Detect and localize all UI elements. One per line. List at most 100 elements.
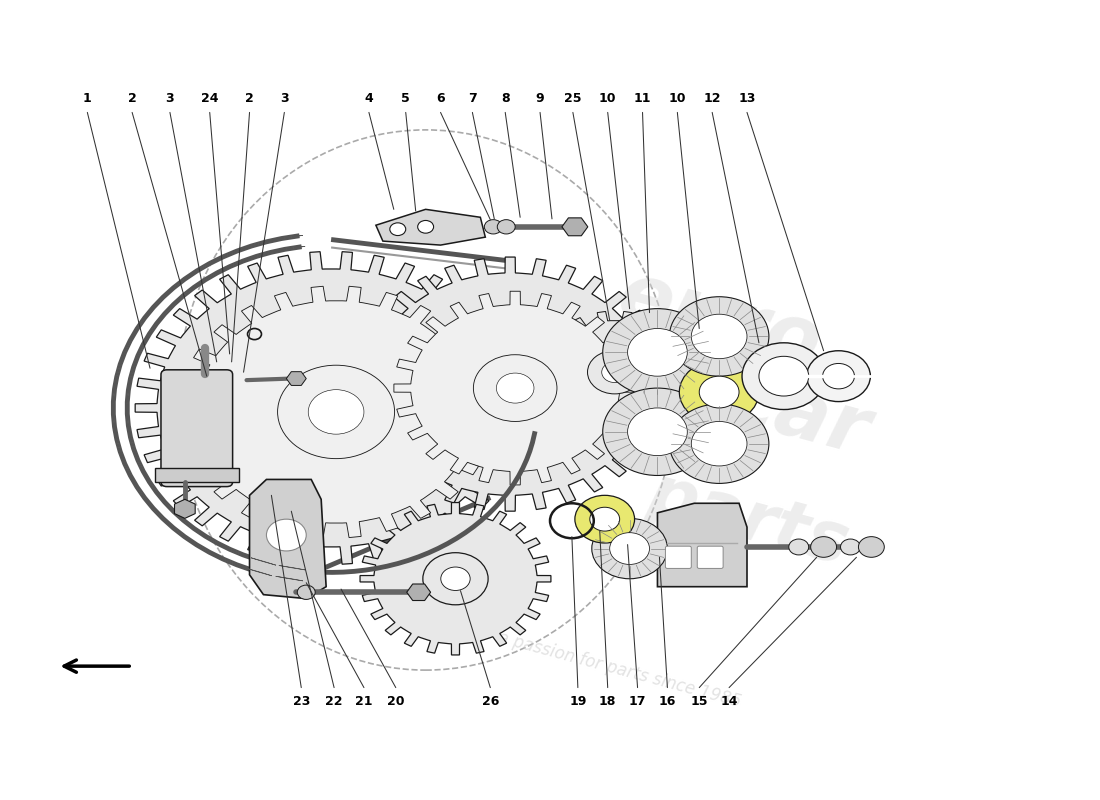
Polygon shape [351, 257, 669, 511]
Circle shape [297, 585, 316, 599]
Text: 24: 24 [201, 92, 219, 105]
Circle shape [308, 390, 364, 434]
Polygon shape [376, 210, 485, 245]
FancyBboxPatch shape [161, 370, 232, 486]
Circle shape [670, 404, 769, 483]
Text: euro: euro [609, 256, 829, 385]
Polygon shape [134, 482, 147, 502]
Circle shape [680, 360, 759, 424]
Circle shape [789, 539, 808, 555]
Circle shape [422, 553, 488, 605]
Circle shape [609, 533, 649, 565]
Circle shape [441, 567, 470, 590]
Circle shape [602, 362, 628, 382]
Circle shape [823, 363, 855, 389]
Polygon shape [136, 456, 145, 476]
Text: 7: 7 [468, 92, 476, 105]
Text: 2: 2 [128, 92, 136, 105]
Text: 15: 15 [691, 695, 708, 708]
Polygon shape [116, 360, 122, 381]
Circle shape [484, 220, 503, 234]
Circle shape [811, 537, 836, 558]
Circle shape [806, 350, 870, 402]
Polygon shape [538, 311, 691, 433]
Polygon shape [200, 270, 222, 282]
Circle shape [603, 309, 712, 396]
Polygon shape [150, 294, 167, 311]
Text: 10: 10 [669, 92, 686, 105]
Circle shape [700, 376, 739, 408]
Polygon shape [251, 558, 276, 565]
Circle shape [759, 356, 808, 396]
Polygon shape [130, 433, 135, 454]
Polygon shape [179, 517, 198, 532]
Polygon shape [150, 505, 166, 522]
Polygon shape [135, 252, 527, 564]
Circle shape [452, 338, 569, 431]
Polygon shape [122, 336, 133, 357]
Polygon shape [658, 503, 747, 586]
Circle shape [482, 362, 538, 406]
Circle shape [497, 220, 515, 234]
Polygon shape [251, 251, 276, 258]
Text: 2: 2 [245, 92, 254, 105]
Polygon shape [250, 479, 326, 598]
Text: 8: 8 [500, 92, 509, 105]
Polygon shape [155, 467, 239, 482]
Circle shape [496, 373, 534, 403]
Text: 13: 13 [738, 92, 756, 105]
Polygon shape [169, 525, 189, 540]
Circle shape [628, 408, 688, 456]
Circle shape [742, 342, 826, 410]
Circle shape [266, 519, 306, 551]
Polygon shape [161, 301, 177, 318]
Circle shape [840, 539, 860, 555]
Text: 20: 20 [387, 695, 405, 708]
Polygon shape [128, 409, 129, 430]
Text: parts: parts [641, 460, 857, 578]
Text: 17: 17 [629, 695, 647, 708]
Text: 21: 21 [355, 695, 373, 708]
Polygon shape [276, 576, 303, 581]
Text: 12: 12 [703, 92, 720, 105]
Circle shape [628, 329, 688, 376]
Text: 26: 26 [482, 695, 499, 708]
Text: 3: 3 [280, 92, 288, 105]
Circle shape [590, 507, 619, 531]
Polygon shape [218, 557, 242, 567]
Polygon shape [179, 284, 198, 299]
FancyBboxPatch shape [697, 546, 723, 569]
Polygon shape [113, 410, 114, 431]
Text: 14: 14 [720, 695, 738, 708]
Polygon shape [200, 534, 222, 546]
Polygon shape [146, 320, 160, 338]
Text: 4: 4 [364, 92, 373, 105]
Circle shape [670, 297, 769, 376]
Text: 1: 1 [82, 92, 91, 105]
FancyBboxPatch shape [666, 546, 691, 569]
Polygon shape [278, 246, 305, 250]
Circle shape [858, 537, 884, 558]
Polygon shape [123, 459, 132, 480]
Text: 6: 6 [437, 92, 444, 105]
Polygon shape [116, 434, 121, 456]
Polygon shape [126, 386, 129, 406]
Text: 9: 9 [536, 92, 544, 105]
Text: 23: 23 [293, 695, 310, 708]
Polygon shape [191, 261, 214, 274]
Circle shape [603, 388, 712, 475]
Polygon shape [394, 291, 637, 485]
Circle shape [389, 223, 406, 235]
Polygon shape [245, 568, 272, 576]
Polygon shape [146, 478, 160, 497]
Text: 18: 18 [600, 695, 616, 708]
Polygon shape [224, 547, 249, 557]
Text: 11: 11 [634, 92, 651, 105]
Text: 19: 19 [569, 695, 586, 708]
Circle shape [296, 380, 366, 436]
Polygon shape [135, 340, 145, 360]
Circle shape [575, 495, 635, 543]
Circle shape [418, 221, 433, 233]
Text: 10: 10 [600, 92, 616, 105]
Circle shape [473, 354, 557, 422]
